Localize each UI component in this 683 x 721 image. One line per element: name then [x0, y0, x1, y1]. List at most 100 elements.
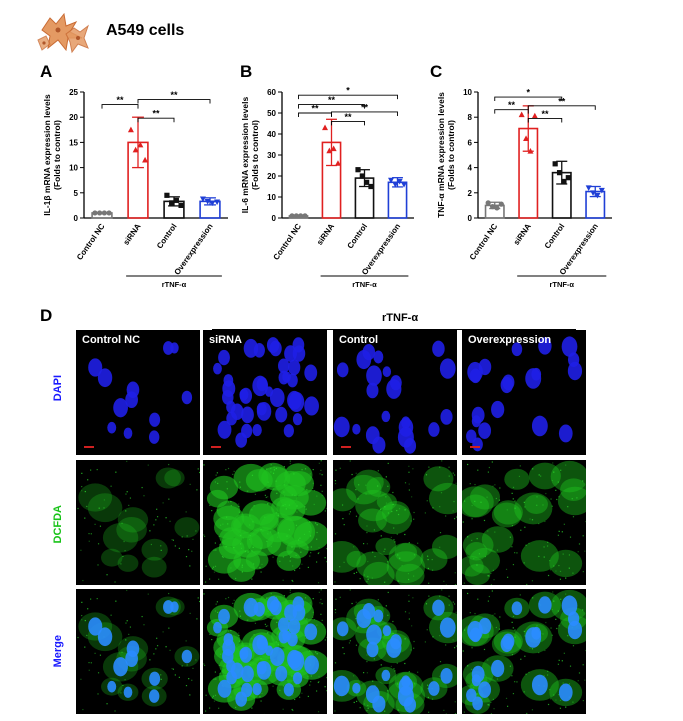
significance-bracket — [137, 117, 175, 123]
y-tick-label: 8 — [468, 113, 473, 122]
column-title: Overexpression — [468, 334, 552, 346]
data-point — [364, 179, 370, 185]
dcfda-signal — [77, 460, 200, 583]
column-title: siRNA — [209, 334, 243, 346]
dcfda-signal — [203, 460, 327, 585]
scale-bar — [341, 446, 351, 448]
data-point — [293, 213, 299, 219]
dapi-nuclei — [466, 595, 583, 711]
scale-bar — [211, 446, 221, 448]
data-point — [199, 196, 206, 203]
data-point — [132, 146, 139, 153]
panel-d-letter: D — [40, 306, 53, 325]
group-label: rTNF-α — [162, 280, 187, 289]
significance-bracket — [331, 120, 365, 126]
y-tick-label: 10 — [69, 164, 78, 173]
data-point — [498, 201, 504, 207]
data-point — [178, 202, 184, 208]
micrograph-image — [213, 337, 319, 448]
data-point — [561, 178, 567, 185]
significance-label: * — [526, 88, 530, 98]
significance-label: ** — [558, 96, 566, 106]
data-point — [531, 112, 538, 119]
y-tick-label: 0 — [468, 214, 473, 223]
dapi-nuclei — [88, 600, 193, 703]
y-axis-label-units: (Folds to control) — [250, 120, 260, 190]
group-label: rTNF-α — [549, 280, 574, 289]
dcfda-signal — [333, 460, 457, 585]
chart-panel-b: 0 10 20 30 40 50 60 IL-6 mRNA expression levels… — [240, 86, 414, 289]
data-point — [485, 200, 491, 206]
data-point — [368, 183, 374, 190]
data-point — [494, 205, 500, 211]
significance-bracket — [331, 111, 398, 116]
dapi-nuclei — [213, 596, 319, 707]
data-point — [326, 147, 333, 154]
row-label-dapi: DAPI — [52, 375, 64, 402]
data-point — [137, 141, 144, 148]
rtnf-group-label-d: rTNF-α — [382, 312, 419, 324]
y-tick-label: 15 — [69, 138, 78, 147]
significance-label: ** — [344, 112, 352, 122]
category-label: Control — [345, 222, 369, 250]
data-point — [590, 190, 597, 196]
data-point — [289, 213, 295, 219]
micrograph-image — [77, 589, 200, 712]
dapi-nuclei — [466, 336, 583, 452]
category-label: Control NC — [75, 222, 107, 262]
data-point — [106, 210, 112, 216]
y-tick-label: 25 — [69, 88, 78, 97]
y-tick-label: 50 — [267, 109, 276, 118]
y-tick-label: 20 — [267, 172, 276, 181]
row-label-dcfda: DCFDA — [52, 505, 64, 544]
micrograph-image — [77, 460, 200, 583]
data-point — [92, 210, 98, 216]
panel-b-letter: B — [240, 62, 253, 81]
significance-bracket — [527, 118, 563, 123]
data-point — [388, 177, 395, 184]
data-point — [489, 204, 496, 210]
micrograph-dcfda-control-nc — [76, 460, 200, 585]
category-label: Control NC — [272, 222, 304, 262]
micrograph-dcfda-overexpression — [462, 460, 586, 585]
micrograph-image — [88, 341, 193, 444]
y-tick-label: 6 — [468, 138, 473, 147]
category-label: Control NC — [468, 222, 500, 262]
group-label: rTNF-α — [352, 280, 377, 289]
rtnf-group-line-d — [212, 329, 576, 330]
data-point — [518, 111, 525, 118]
column-title: Control — [339, 334, 379, 346]
significance-bracket — [137, 99, 211, 104]
micrograph-image — [203, 589, 327, 714]
dapi-nuclei — [333, 340, 456, 454]
significance-label: ** — [508, 100, 516, 110]
data-point — [334, 160, 341, 166]
dcfda-signal — [462, 460, 586, 585]
micrograph-dapi-overexpression: Overexpression — [462, 330, 586, 455]
category-label: Control — [543, 222, 567, 250]
data-point — [359, 173, 365, 179]
figure-title: A549 cells — [106, 22, 185, 39]
data-point — [330, 145, 337, 152]
significance-bracket — [298, 104, 365, 109]
y-tick-label: 60 — [267, 88, 276, 97]
data-point — [585, 185, 592, 191]
data-point — [523, 135, 530, 142]
micrograph-image — [462, 589, 586, 714]
data-point — [204, 198, 211, 205]
scale-bar — [470, 446, 480, 448]
micrograph-dcfda-control — [333, 460, 457, 585]
y-tick-label: 4 — [468, 164, 473, 173]
micrograph-image — [203, 460, 327, 585]
significance-label: ** — [152, 109, 160, 119]
data-point — [97, 210, 103, 216]
data-point — [355, 167, 361, 173]
significance-label: ** — [116, 95, 124, 105]
micrograph-image — [333, 589, 457, 714]
y-tick-label: 10 — [463, 88, 472, 97]
significance-bracket — [527, 105, 596, 110]
cells-icon — [37, 12, 89, 54]
category-label: Control — [155, 222, 179, 250]
significance-label: ** — [328, 95, 336, 105]
